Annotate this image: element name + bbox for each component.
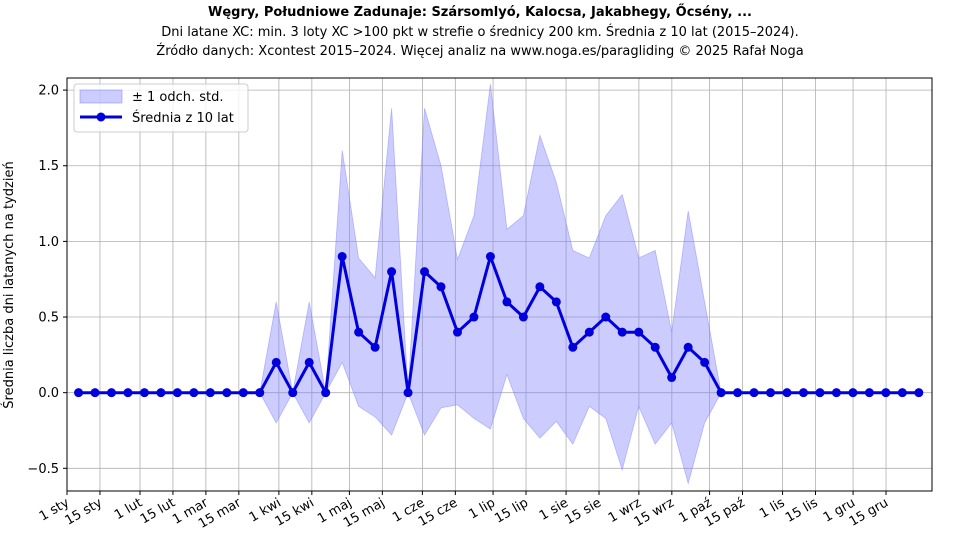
mean-data-point <box>914 388 924 398</box>
title-block: Węgry, Południowe Zadunaje: Szársomlyó, … <box>0 3 960 61</box>
y-tick-label: 2.0 <box>38 84 59 99</box>
mean-data-point <box>205 388 215 398</box>
mean-data-point <box>568 342 578 352</box>
legend-marker-swatch <box>96 112 106 122</box>
mean-data-point <box>634 327 644 337</box>
x-tick-label: 15 lip <box>492 495 531 526</box>
mean-data-point <box>650 342 660 352</box>
mean-data-point <box>485 252 495 262</box>
mean-data-point <box>584 327 594 337</box>
mean-data-point <box>798 388 808 398</box>
mean-data-point <box>123 388 133 398</box>
plot-frame <box>66 77 933 492</box>
mean-data-point <box>354 327 364 337</box>
legend-box <box>73 83 249 133</box>
mean-data-point <box>156 388 166 398</box>
mean-data-point <box>288 388 298 398</box>
x-tick-label: 15 sie <box>563 495 604 528</box>
mean-data-point <box>172 388 182 398</box>
mean-data-point <box>601 312 611 322</box>
x-tick-label: 15 sty <box>63 495 106 528</box>
chart-title: Węgry, Południowe Zadunaje: Szársomlyó, … <box>208 5 752 20</box>
mean-data-point <box>766 388 776 398</box>
mean-data-point <box>90 388 100 398</box>
mean-data-point <box>436 282 446 292</box>
y-tick-label: 1.5 <box>38 159 59 174</box>
x-tick-label: 1 lip <box>466 495 498 522</box>
mean-data-point <box>897 388 907 398</box>
line-layer <box>74 252 924 398</box>
mean-data-point <box>370 342 380 352</box>
y-tick-label: 1.0 <box>38 235 59 250</box>
mean-data-point <box>617 327 627 337</box>
mean-data-point <box>815 388 825 398</box>
mean-data-point <box>189 388 199 398</box>
y-tick-label: 0.0 <box>38 386 59 401</box>
mean-data-point <box>255 388 265 398</box>
legend: ± 1 odch. std. Średnia z 10 lat <box>73 83 249 133</box>
mean-data-point <box>469 312 479 322</box>
mean-data-point <box>106 388 116 398</box>
mean-data-point <box>271 357 281 367</box>
mean-data-point <box>881 388 891 398</box>
chart-subtitle-line-2: Źródło danych: Xcontest 2015–2024. Więce… <box>156 44 804 59</box>
legend-label-mean: Średnia z 10 lat <box>132 110 234 126</box>
mean-data-point <box>749 388 759 398</box>
mean-data-point <box>535 282 545 292</box>
legend-label-band: ± 1 odch. std. <box>132 90 224 105</box>
mean-data-point <box>848 388 858 398</box>
mean-data-point <box>452 327 462 337</box>
mean-data-point <box>733 388 743 398</box>
mean-data-point <box>683 342 693 352</box>
mean-data-point <box>321 388 331 398</box>
y-axis-label: Średnia liczba dni latanych na tydzień <box>1 161 17 408</box>
mean-data-point <box>700 357 710 367</box>
mean-data-point <box>222 388 232 398</box>
mean-data-point <box>502 297 512 307</box>
mean-series-line <box>78 255 919 395</box>
chart-subtitle-line-1: Dni latane XC: min. 3 loty XC >100 pkt w… <box>161 25 799 40</box>
x-tick-label: 15 lut <box>138 495 178 527</box>
mean-data-point <box>667 373 677 383</box>
mean-data-point <box>74 388 84 398</box>
mean-data-point <box>782 388 792 398</box>
mean-data-point <box>420 267 430 277</box>
mean-data-point <box>831 388 841 398</box>
mean-data-point <box>387 267 397 277</box>
x-tick-label: 1 lis <box>757 495 788 521</box>
mean-data-point <box>716 388 726 398</box>
mean-data-point <box>403 388 413 398</box>
mean-data-point <box>551 297 561 307</box>
legend-band-swatch <box>79 89 123 104</box>
mean-data-point <box>139 388 149 398</box>
std-band-area <box>78 84 919 485</box>
mean-data-point <box>337 252 347 262</box>
mean-data-point <box>238 388 248 398</box>
y-tick-label: −0.5 <box>27 462 59 477</box>
mean-data-point <box>304 357 314 367</box>
band-layer <box>78 84 919 485</box>
mean-data-point <box>864 388 874 398</box>
y-tick-label: 0.5 <box>38 311 59 326</box>
mean-data-point <box>518 312 528 322</box>
x-tick-label: 15 lis <box>783 495 821 525</box>
